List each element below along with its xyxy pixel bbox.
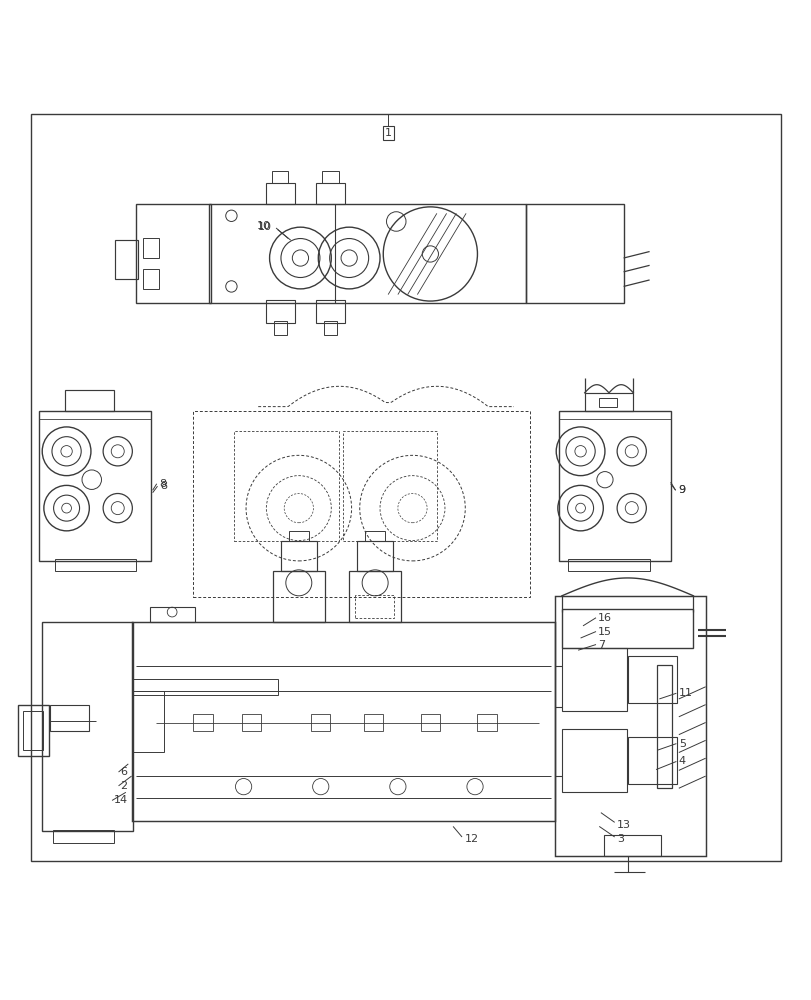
Text: 10: 10 [256,221,270,231]
Bar [234,431,339,541]
Bar [656,665,671,788]
Bar [131,691,164,752]
Bar [136,204,211,303]
Bar [558,411,670,561]
Bar [628,737,676,784]
Bar [39,411,151,561]
Bar [363,714,383,731]
Bar [343,431,436,541]
Bar [273,321,286,335]
Bar [265,183,294,204]
Bar [289,531,308,541]
Text: 10: 10 [258,222,272,232]
Text: 2: 2 [120,781,127,791]
Bar [311,714,330,731]
Text: 3: 3 [616,834,624,844]
Text: 16: 16 [597,613,611,623]
Bar [265,300,294,323]
Text: 1: 1 [384,128,391,138]
Bar [357,541,393,571]
Bar [115,240,138,279]
Bar [23,711,43,750]
Bar [242,714,261,731]
Bar [603,835,660,856]
Text: 14: 14 [114,795,127,805]
Text: 6: 6 [120,767,127,777]
Text: 9: 9 [677,485,684,495]
Text: 12: 12 [464,834,478,844]
Text: 11: 11 [678,688,692,698]
Bar [555,596,705,856]
Bar [193,714,212,731]
Text: 9: 9 [677,485,684,495]
Text: 5: 5 [678,739,685,749]
Bar [561,609,693,648]
Bar [349,571,401,622]
Text: 8: 8 [160,481,167,491]
Text: 15: 15 [597,627,611,637]
Bar [628,656,676,703]
Bar [18,705,49,756]
Text: 4: 4 [678,756,685,766]
Bar [324,321,337,335]
Bar [131,679,277,695]
Bar [315,300,345,323]
Bar [561,729,626,792]
Bar [599,398,616,407]
Bar [561,648,626,711]
Bar [322,171,338,183]
Bar [50,705,89,731]
Bar [420,714,440,731]
Text: 7: 7 [597,640,604,650]
Bar [193,411,530,597]
Bar [53,830,114,843]
Bar [568,559,649,571]
Bar [584,393,633,411]
Bar [354,595,393,618]
Bar [131,622,555,821]
Bar [143,269,159,289]
Text: 8: 8 [159,479,166,489]
Bar [365,531,384,541]
Bar [65,390,114,411]
Bar [477,714,496,731]
Bar [209,204,526,303]
Text: 13: 13 [616,820,630,830]
Bar [55,559,136,571]
Bar [42,622,133,831]
Bar [272,171,288,183]
Bar [281,541,316,571]
Bar [526,204,623,303]
Bar [143,238,159,258]
Bar [150,607,195,622]
Bar [272,571,324,622]
Bar [315,183,345,204]
